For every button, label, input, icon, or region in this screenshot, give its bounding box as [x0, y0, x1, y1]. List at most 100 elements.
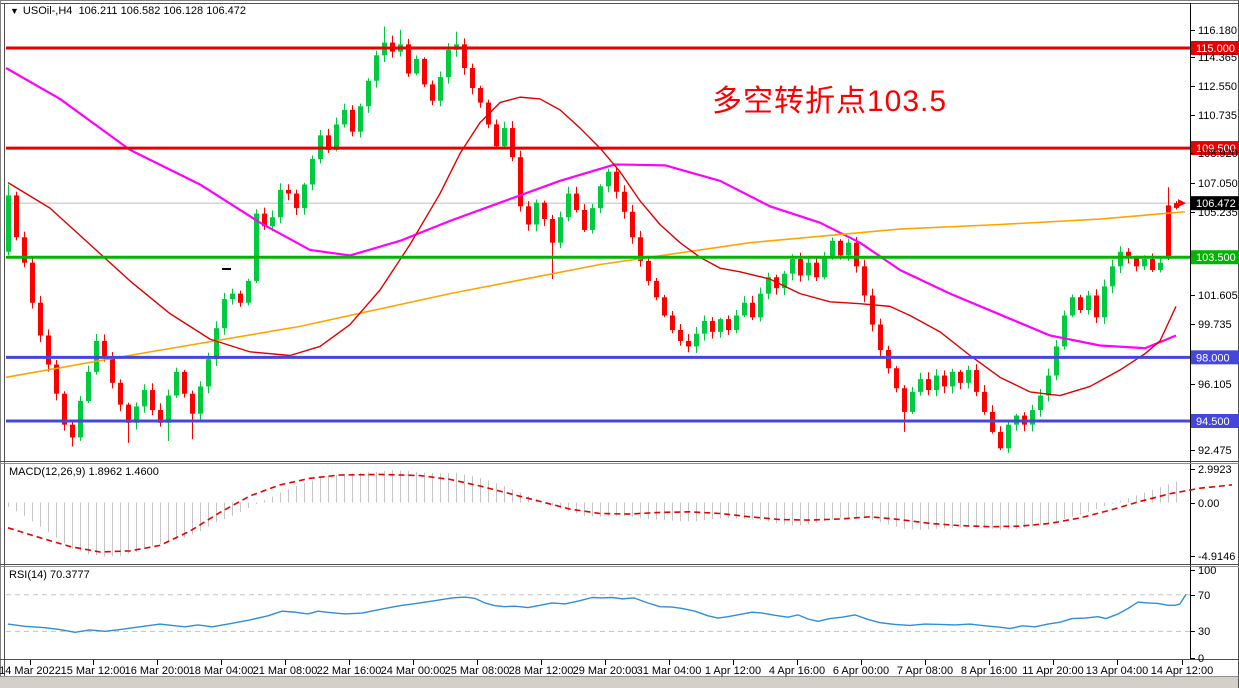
candle-body: [638, 237, 643, 261]
candle-body: [1126, 251, 1131, 258]
rsi-axis-label: 100: [1198, 565, 1216, 577]
candle-body: [494, 124, 499, 147]
candle-body: [1046, 375, 1051, 396]
candle-body: [742, 302, 747, 316]
panel-divider-handle[interactable]: [0, 564, 1239, 567]
current-price-arrow-icon: [1178, 199, 1186, 208]
candle-body: [918, 379, 923, 392]
candle-body: [134, 406, 139, 423]
candle-body: [950, 371, 955, 387]
quote-line: ▼ USOil-,H4 106.211 106.582 106.128 106.4…: [10, 5, 246, 18]
candle-body: [286, 189, 291, 194]
candle-body: [798, 259, 803, 276]
dash-marker[interactable]: [222, 268, 231, 270]
candle-body: [1142, 259, 1147, 267]
candle-body: [22, 237, 27, 263]
candle-body: [118, 382, 123, 405]
candle-body: [902, 388, 907, 412]
rsi-axis-label: 30: [1198, 626, 1210, 638]
candle-body: [1134, 257, 1139, 267]
candle-body: [1118, 251, 1123, 267]
candle-body: [646, 260, 651, 281]
candle-body: [590, 208, 595, 230]
candle-body: [526, 206, 531, 225]
candle-body: [1150, 259, 1155, 270]
candle-body: [166, 395, 171, 423]
candle-body: [862, 266, 867, 296]
macd-signal-line: [7, 473, 1233, 553]
candle-body: [478, 88, 483, 103]
candle-body: [14, 195, 19, 238]
candle-body: [334, 124, 339, 150]
text-annotation[interactable]: 多空转折点103.5: [712, 85, 948, 118]
candle-body: [78, 400, 83, 438]
level-price-label-text: 109.500: [1196, 143, 1236, 155]
ma-orange: [5, 210, 1186, 379]
level-price-label: [1191, 41, 1239, 55]
candle-body: [582, 209, 587, 230]
candle-body: [1110, 266, 1115, 287]
current-price-label-text: 106.472: [1196, 198, 1236, 210]
candle-body: [102, 340, 107, 358]
level-price-label: [1191, 250, 1239, 265]
time-tick-label: 16 Mar 20:00: [125, 665, 190, 677]
candle-body: [806, 262, 811, 276]
level-price-label: [1191, 413, 1239, 428]
time-tick-label: 21 Mar 08:00: [253, 665, 318, 677]
price-tick-label: 101.605: [1198, 290, 1238, 302]
candle-body: [470, 68, 475, 89]
candle-body: [358, 106, 363, 132]
candle-body: [726, 319, 731, 331]
bottom-resize-strip: [0, 677, 1239, 688]
candle-body: [30, 262, 35, 303]
time-tick-label: 24 Mar 00:00: [381, 665, 446, 677]
time-tick-label: 7 Apr 08:00: [897, 665, 953, 677]
candle-body: [262, 213, 267, 227]
time-tick-label: 1 Apr 12:00: [705, 665, 761, 677]
price-tick-label: 108.920: [1198, 148, 1238, 160]
candle-body: [174, 371, 179, 396]
macd-axis-label: -4.9146: [1198, 551, 1235, 563]
candle-body: [822, 257, 827, 278]
candle-body: [222, 299, 227, 329]
time-tick-label: 4 Apr 16:00: [769, 665, 825, 677]
candle-body: [654, 280, 659, 298]
candle-body: [910, 391, 915, 412]
candle-body: [438, 77, 443, 101]
candle-body: [1078, 297, 1083, 311]
candle-body: [406, 44, 411, 74]
candle-body: [1094, 295, 1099, 318]
candle-body: [678, 330, 683, 341]
symbol-dropdown-icon[interactable]: ▼: [10, 6, 19, 16]
candle-body: [542, 202, 547, 220]
macd-axis-label: 2.9923: [1198, 464, 1232, 476]
symbol-period-label: USOil-,H4: [22, 5, 73, 17]
candle-body: [758, 293, 763, 318]
candle-body: [718, 319, 723, 332]
candle-body: [1070, 297, 1075, 316]
candle-body: [766, 277, 771, 294]
time-tick-label: 14 Apr 12:00: [1151, 665, 1213, 677]
price-tick-label: 99.735: [1198, 319, 1232, 331]
candle-body: [614, 171, 619, 192]
candle-body: [894, 368, 899, 389]
candle-body: [702, 320, 707, 334]
price-tick-label: 116.180: [1198, 25, 1237, 37]
candle-body: [574, 193, 579, 210]
ma-red: [7, 96, 1177, 397]
candle-body: [662, 297, 667, 316]
time-tick-label: 28 Mar 12:00: [509, 665, 574, 677]
candle-body: [1054, 346, 1059, 376]
candle-body: [998, 431, 1003, 449]
panel-divider-handle[interactable]: [0, 461, 1239, 464]
candle-body: [846, 242, 851, 256]
candle-body: [422, 58, 427, 85]
candle-body: [366, 80, 371, 107]
candle-body: [414, 58, 419, 74]
candle-body: [982, 391, 987, 412]
rsi-line: [7, 594, 1187, 633]
candle-body: [54, 364, 59, 394]
candle-body: [1038, 395, 1043, 411]
candle-body: [70, 424, 75, 438]
